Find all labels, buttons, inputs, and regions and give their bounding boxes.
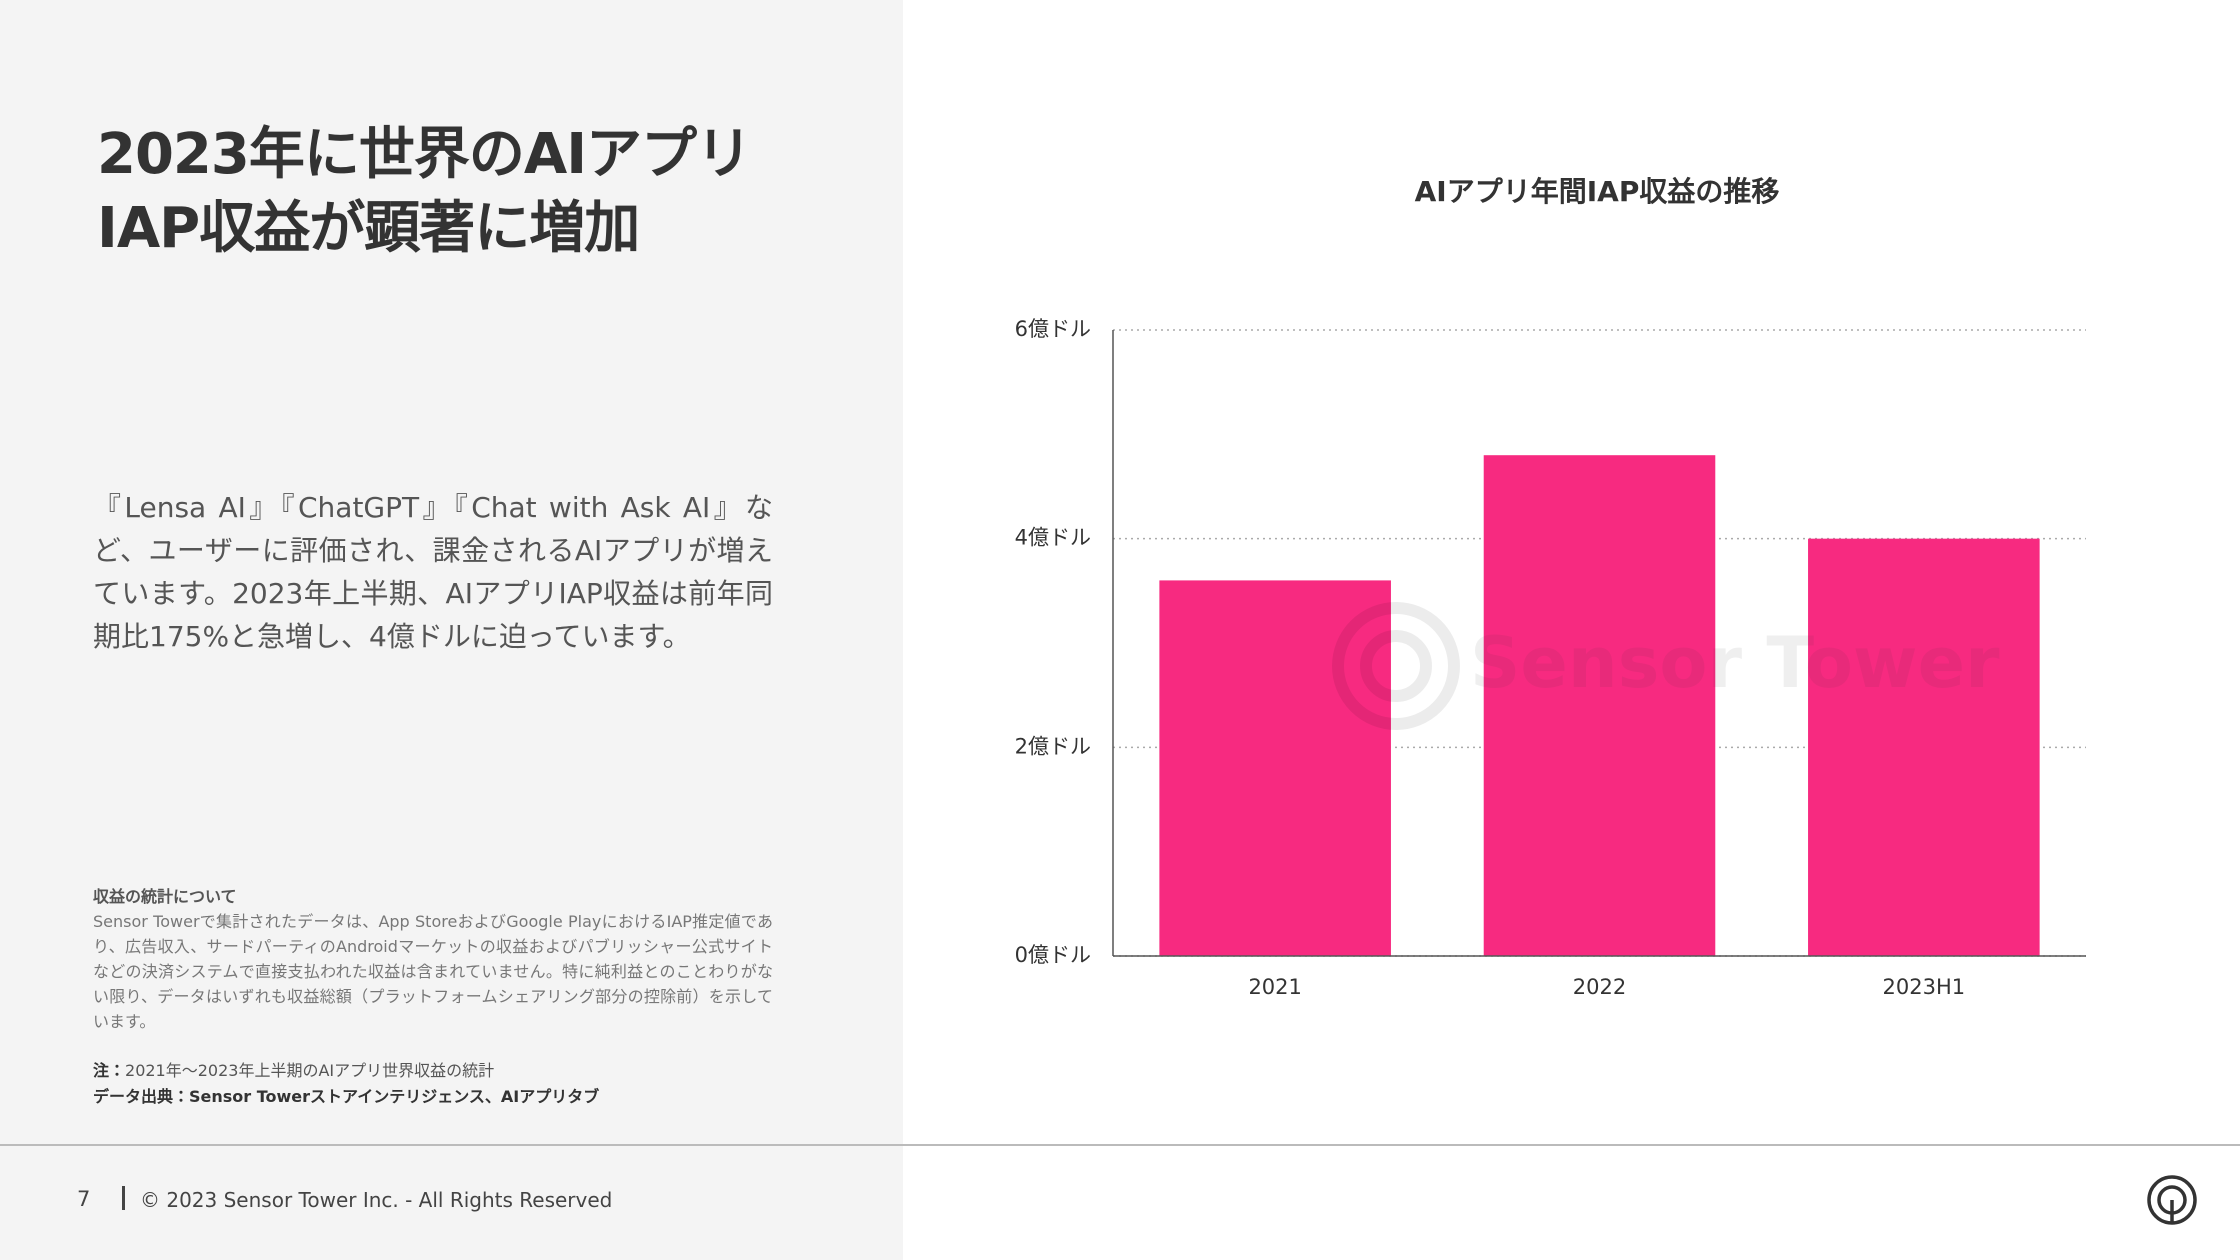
watermark-text: Sensor Tower (1470, 622, 2000, 704)
notes: 収益の統計について Sensor Towerで集計されたデータは、App Sto… (93, 884, 773, 1034)
bar (1483, 455, 1716, 956)
slide-title: 2023年に世界のAIアプリ IAP収益が顕著に増加 (97, 118, 752, 266)
note-text: 2021年～2023年上半期のAIアプリ世界収益の統計 (125, 1061, 495, 1080)
x-tick-label: 2023H1 (1883, 975, 1966, 999)
copyright: © 2023 Sensor Tower Inc. - All Rights Re… (140, 1188, 613, 1212)
left-panel (0, 0, 903, 1260)
title-line: IAP収益が顕著に増加 (97, 196, 640, 261)
notes-body: Sensor Towerで集計されたデータは、App StoreおよびGoogl… (93, 912, 773, 1031)
chart-title: AIアプリ年間IAP収益の推移 (1415, 175, 1780, 208)
note: 注：2021年～2023年上半期のAIアプリ世界収益の統計 (93, 1058, 793, 1084)
notes-source: 注：2021年～2023年上半期のAIアプリ世界収益の統計 データ出典：Sens… (93, 1058, 793, 1110)
footer-separator (122, 1186, 125, 1210)
y-tick-label: 4億ドル (1015, 526, 1091, 550)
y-tick-label: 0億ドル (1015, 943, 1091, 967)
y-tick-label: 6億ドル (1015, 317, 1091, 341)
x-tick-label: 2022 (1573, 975, 1626, 999)
watermark-icon (1360, 630, 1432, 702)
watermark: Sensor Tower (1332, 602, 2000, 730)
body-text: 『Lensa AI』『ChatGPT』『Chat with Ask AI』など、… (93, 491, 773, 653)
watermark-icon (1332, 602, 1460, 730)
title-line: 2023年に世界のAIアプリ (97, 122, 752, 187)
note-label: 注： (93, 1061, 126, 1080)
page-number: 7 (77, 1187, 91, 1211)
bar (1808, 538, 2040, 956)
bar (1159, 580, 1391, 956)
notes-heading: 収益の統計について (93, 887, 237, 906)
footer-rule (0, 1144, 2240, 1146)
x-tick-label: 2021 (1248, 975, 1301, 999)
source: データ出典：Sensor Towerストアインテリジェンス、AIアプリタブ (93, 1087, 600, 1106)
y-tick-label: 2億ドル (1015, 734, 1091, 758)
logo (2147, 1175, 2197, 1225)
